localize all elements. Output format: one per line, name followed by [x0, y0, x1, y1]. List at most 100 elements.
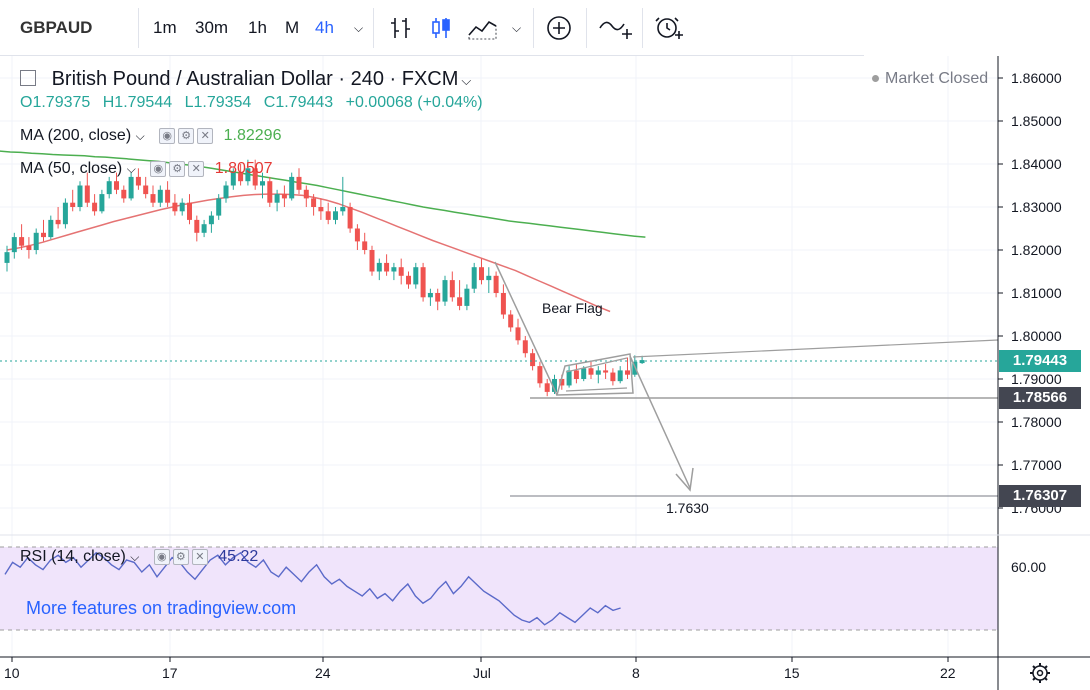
- eye-icon[interactable]: ◉: [153, 548, 170, 565]
- interval-1m[interactable]: 1m: [153, 18, 177, 37]
- ohlc-low: L1.79354: [184, 94, 252, 111]
- candle-body: [595, 370, 601, 375]
- close-icon[interactable]: ✕: [188, 160, 205, 177]
- time-tick-label: 24: [315, 665, 331, 681]
- flag-inner-top: [565, 357, 628, 373]
- alert-icon[interactable]: [653, 13, 685, 43]
- candle-body: [639, 360, 645, 364]
- price-tick-label: 1.80000: [1011, 328, 1062, 344]
- ma200-line: [0, 150, 646, 238]
- chevron-down-icon[interactable]: ⌵: [512, 21, 522, 35]
- chevron-down-icon[interactable]: ⌵: [461, 73, 472, 88]
- candle-body: [33, 232, 39, 250]
- candle-body: [274, 194, 280, 203]
- candle-body: [99, 194, 105, 212]
- candle-body: [106, 181, 112, 195]
- indicator-ma200[interactable]: MA (200, close) ⌵ ◉ ⚙ ✕ 1.82296: [20, 127, 281, 145]
- eye-icon[interactable]: ◉: [159, 127, 176, 144]
- interval-1h[interactable]: 1h: [248, 18, 267, 37]
- candle-body: [260, 181, 265, 186]
- toolbar-separator: [138, 8, 139, 48]
- candle-body: [252, 168, 258, 186]
- candle-body: [77, 185, 83, 207]
- candle-body: [143, 185, 149, 195]
- candle-body: [384, 262, 390, 272]
- candle-body: [165, 189, 171, 203]
- candle-body: [26, 245, 32, 250]
- bear-flag-label: Bear Flag: [542, 300, 603, 316]
- ohlc-open: O1.79375: [20, 94, 91, 111]
- chevron-down-icon[interactable]: ⌵: [126, 162, 136, 176]
- candle-body: [55, 219, 61, 225]
- top-toolbar: GBPAUD 1m 30m 1h M 4h ⌵ ⌵: [0, 0, 864, 56]
- candle-body: [559, 379, 565, 386]
- candle-body: [340, 207, 346, 212]
- toolbar-separator: [373, 8, 374, 48]
- time-tick-label: 10: [4, 665, 20, 681]
- candle-body: [406, 275, 411, 285]
- candle-body: [566, 370, 572, 386]
- candle-body: [391, 267, 397, 272]
- chevron-down-icon[interactable]: ⌵: [354, 21, 364, 35]
- add-compare-icon[interactable]: [545, 14, 573, 42]
- eye-icon[interactable]: ◉: [150, 160, 167, 177]
- ma200-name: MA (200, close): [20, 127, 132, 144]
- indicator-ma50[interactable]: MA (50, close) ⌵ ◉ ⚙ ✕ 1.80507: [20, 160, 273, 178]
- close-icon[interactable]: ✕: [197, 127, 214, 144]
- candle-body: [508, 314, 514, 328]
- flag-extension: [632, 339, 999, 358]
- candle-body: [84, 185, 90, 203]
- interval-30m[interactable]: 30m: [195, 18, 229, 37]
- arrow-head: [675, 467, 694, 492]
- collapse-icon[interactable]: [20, 69, 36, 86]
- chevron-down-icon[interactable]: ⌵: [130, 550, 140, 564]
- candle-body: [216, 198, 222, 216]
- settings-icon[interactable]: ⚙: [178, 127, 195, 144]
- settings-icon[interactable]: ⚙: [169, 160, 186, 177]
- rsi-value: 45.22: [218, 548, 259, 565]
- candles-icon[interactable]: [428, 15, 454, 41]
- candle-body: [48, 219, 54, 238]
- interval-M[interactable]: M: [285, 18, 300, 37]
- candle-body: [4, 252, 10, 263]
- tradingview-watermark[interactable]: More features on tradingview.com: [26, 598, 297, 618]
- candle-body: [296, 176, 302, 190]
- candle-body: [245, 168, 251, 182]
- settings-icon[interactable]: ⚙: [172, 548, 189, 565]
- rsi-level-label: 60.00: [1011, 559, 1046, 575]
- ma50-path: [6, 193, 611, 313]
- market-status: Market Closed: [872, 70, 988, 88]
- candle-body: [238, 172, 244, 182]
- projection-arrow: [629, 355, 691, 489]
- price-tick-label: 1.77000: [1011, 457, 1062, 473]
- ma50-value: 1.80507: [214, 160, 273, 177]
- ma200-value: 1.82296: [223, 127, 282, 144]
- candle-body: [281, 194, 287, 199]
- candle-body: [267, 181, 273, 203]
- interval-4h[interactable]: 4h: [315, 18, 334, 37]
- time-tick-label: 15: [784, 665, 800, 681]
- candle-body: [354, 228, 360, 242]
- area-chart-icon[interactable]: [467, 15, 499, 41]
- time-scale[interactable]: 10 17 24 Jul 8 15 22: [4, 657, 956, 681]
- candle-body: [157, 189, 163, 203]
- bar-chart-icon[interactable]: [388, 15, 414, 41]
- indicators-icon[interactable]: [598, 14, 632, 44]
- candle-body: [376, 262, 382, 272]
- chevron-down-icon[interactable]: ⌵: [135, 129, 145, 143]
- symbol-search[interactable]: GBPAUD: [20, 18, 93, 37]
- time-tick-label: Jul: [473, 665, 491, 681]
- candle-body: [471, 267, 477, 289]
- gear-icon[interactable]: [1030, 663, 1050, 683]
- time-tick-label: 17: [162, 665, 178, 681]
- indicator-rsi[interactable]: RSI (14, close) ⌵ ◉ ⚙ ✕ 45.22: [20, 548, 258, 566]
- close-icon[interactable]: ✕: [191, 548, 208, 565]
- candle-body: [333, 211, 338, 220]
- time-tick-label: 22: [940, 665, 956, 681]
- rsi-name: RSI (14, close): [20, 548, 126, 565]
- candle-body: [435, 293, 441, 302]
- candle-body: [464, 288, 470, 306]
- candle-body: [223, 185, 229, 199]
- candle-body: [449, 280, 455, 298]
- candle-body: [201, 224, 207, 233]
